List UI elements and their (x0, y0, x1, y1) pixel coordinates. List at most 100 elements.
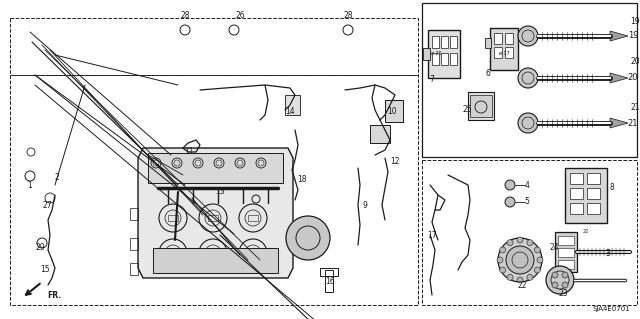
Bar (558, 236, 574, 245)
Circle shape (500, 247, 506, 253)
Bar (565, 168, 607, 223)
Text: 14: 14 (285, 108, 295, 116)
Polygon shape (610, 73, 628, 83)
Bar (570, 188, 583, 199)
Text: 9: 9 (363, 201, 367, 210)
Bar (168, 250, 178, 256)
Circle shape (546, 266, 574, 294)
Bar (587, 173, 600, 184)
Text: 24: 24 (549, 243, 559, 253)
Text: 28: 28 (343, 11, 353, 19)
Bar (494, 33, 502, 44)
Text: 26: 26 (235, 11, 245, 19)
Text: 25: 25 (462, 106, 472, 115)
Text: 3: 3 (605, 249, 611, 258)
Text: 28: 28 (180, 11, 189, 19)
Bar (432, 36, 439, 48)
Bar (248, 215, 258, 221)
Text: 8: 8 (610, 183, 614, 192)
Bar (208, 215, 218, 221)
Text: 20: 20 (630, 57, 640, 66)
Circle shape (527, 274, 533, 280)
Bar (385, 100, 403, 122)
Polygon shape (610, 31, 628, 41)
Bar (208, 250, 218, 256)
Circle shape (552, 282, 558, 288)
Bar (423, 48, 430, 60)
Bar (570, 203, 583, 214)
Bar (485, 38, 491, 48)
Bar (441, 53, 448, 65)
Text: 15: 15 (40, 265, 50, 275)
Circle shape (527, 240, 533, 246)
Bar (428, 30, 460, 78)
Text: 13: 13 (215, 188, 225, 197)
Bar (468, 92, 494, 120)
Polygon shape (610, 118, 628, 128)
Circle shape (506, 246, 534, 274)
Bar (130, 208, 138, 220)
Bar (555, 232, 577, 272)
Bar (285, 95, 300, 115)
Bar (505, 47, 513, 58)
Bar (441, 36, 448, 48)
Circle shape (537, 257, 543, 263)
Circle shape (518, 113, 538, 133)
Bar (432, 53, 439, 65)
Circle shape (552, 272, 558, 278)
Polygon shape (138, 148, 293, 278)
Text: 18: 18 (297, 175, 307, 184)
Text: 5: 5 (525, 197, 529, 206)
Bar (570, 173, 583, 184)
Bar (248, 250, 258, 256)
Text: ø 25: ø 25 (431, 51, 442, 56)
Circle shape (498, 238, 542, 282)
Bar (370, 125, 390, 143)
Circle shape (517, 237, 523, 243)
Text: FR.: FR. (47, 291, 61, 300)
Bar (168, 215, 178, 221)
Circle shape (534, 247, 540, 253)
Bar (470, 95, 492, 117)
Text: 2: 2 (54, 174, 60, 182)
Circle shape (518, 68, 538, 88)
Text: 23: 23 (558, 288, 568, 298)
Text: 16: 16 (325, 278, 335, 286)
Bar (494, 47, 502, 58)
Circle shape (497, 257, 503, 263)
Circle shape (505, 197, 515, 207)
Text: 17: 17 (427, 231, 437, 240)
Bar (148, 153, 283, 183)
Bar (587, 203, 600, 214)
Circle shape (500, 267, 506, 273)
Circle shape (505, 180, 515, 190)
Bar (320, 268, 338, 276)
Text: 19: 19 (630, 18, 640, 26)
Bar (130, 263, 138, 275)
Text: 4: 4 (525, 181, 529, 189)
Circle shape (517, 277, 523, 283)
Bar (558, 260, 574, 269)
Text: 21: 21 (630, 103, 640, 113)
Circle shape (518, 26, 538, 46)
Bar (558, 248, 574, 257)
Text: 11: 11 (184, 147, 194, 157)
Bar (450, 53, 457, 65)
Text: 21: 21 (628, 118, 638, 128)
Text: 22: 22 (583, 229, 589, 234)
Bar (490, 28, 518, 70)
Text: 19: 19 (628, 32, 638, 41)
Bar (450, 36, 457, 48)
Text: 6: 6 (486, 69, 490, 78)
Text: 20: 20 (628, 73, 638, 83)
Text: 29: 29 (35, 243, 45, 253)
Bar (325, 270, 333, 292)
Text: 1: 1 (28, 181, 33, 189)
Circle shape (286, 216, 330, 260)
Bar (587, 188, 600, 199)
Text: 12: 12 (390, 158, 400, 167)
Text: SJA4E0701: SJA4E0701 (592, 306, 630, 312)
Bar (130, 238, 138, 250)
Text: 22: 22 (517, 280, 527, 290)
Bar (505, 33, 513, 44)
